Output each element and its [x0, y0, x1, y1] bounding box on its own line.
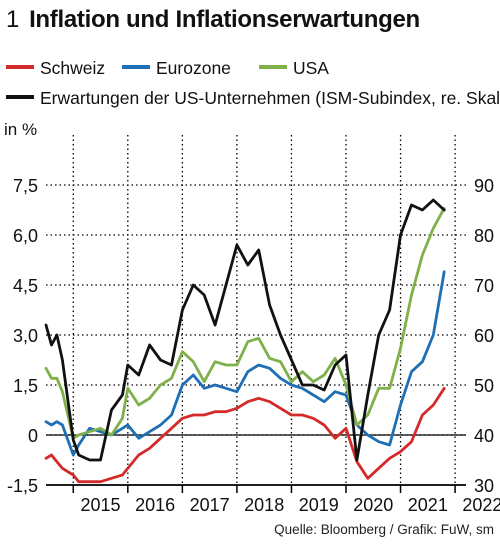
- legend-swatch: [6, 65, 34, 70]
- y-tick-label: 3,0: [13, 326, 38, 346]
- legend-label: Schweiz: [40, 58, 106, 78]
- y-tick-label: -1,5: [7, 476, 38, 496]
- y2-tick-label: 30: [474, 476, 494, 496]
- legend-swatch: [259, 65, 287, 70]
- series-line-eurozone: [44, 270, 446, 457]
- legend-swatch: [6, 95, 34, 100]
- x-tick-label: 2019: [299, 495, 339, 515]
- y-tick-label: 0: [28, 426, 38, 446]
- series-line-ism-expectations: [44, 198, 446, 462]
- x-tick-label: 2017: [190, 495, 230, 515]
- axes: -1,5 0 1,5 3,0 4,5 6,0 7,5 30 40 50 60 70 80 90 2015 20…: [4, 120, 500, 515]
- series-line-schweiz: [44, 386, 446, 484]
- y2-tick-label: 50: [474, 376, 494, 396]
- y-tick-label: 6,0: [13, 226, 38, 246]
- legend-label: Eurozone: [156, 58, 231, 78]
- x-tick-label: 2022: [462, 495, 500, 515]
- legend-item-ism: Erwartungen der US-Unternehmen (ISM-Subi…: [6, 88, 500, 109]
- legend-label: USA: [293, 58, 329, 78]
- y-axis-unit-label: in %: [4, 120, 37, 139]
- y-tick-label: 7,5: [13, 176, 38, 196]
- series-line-usa: [44, 206, 446, 440]
- x-tick-label: 2015: [81, 495, 121, 515]
- y-tick-label: 4,5: [13, 276, 38, 296]
- y2-tick-label: 40: [474, 426, 494, 446]
- x-tick-label: 2020: [353, 495, 393, 515]
- y2-tick-label: 80: [474, 226, 494, 246]
- legend-item-eurozone: Eurozone: [122, 58, 231, 79]
- y2-tick-label: 90: [474, 176, 494, 196]
- legend-item-usa: USA: [259, 58, 329, 79]
- x-tick-label: 2018: [244, 495, 284, 515]
- legend-swatch: [122, 65, 150, 70]
- chart-title: 1 Inflation und Inflationserwartungen: [6, 6, 420, 34]
- legend-item-schweiz: Schweiz: [6, 58, 105, 79]
- source-note: Quelle: Bloomberg / Grafik: FuW, sm: [274, 522, 494, 537]
- y2-tick-label: 60: [474, 326, 494, 346]
- series-lines: [44, 198, 446, 484]
- legend-label: Erwartungen der US-Unternehmen (ISM-Subi…: [40, 88, 500, 108]
- x-tick-label: 2016: [135, 495, 175, 515]
- chart-number: 1: [6, 6, 20, 33]
- y-tick-label: 1,5: [13, 376, 38, 396]
- y2-tick-label: 70: [474, 276, 494, 296]
- chart-title-text: Inflation und Inflationserwartungen: [29, 6, 420, 33]
- x-tick-label: 2021: [408, 495, 448, 515]
